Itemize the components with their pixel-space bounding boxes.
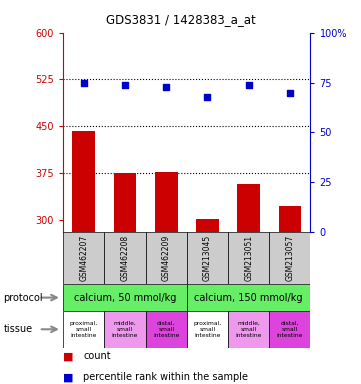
Text: GSM462208: GSM462208 (121, 235, 130, 281)
Point (205, 93, 210, 99)
Bar (104, 232, 145, 284)
Point (81, 79, 87, 86)
Point (122, 81, 128, 88)
Text: proximal,
small
intestine: proximal, small intestine (193, 321, 222, 338)
Bar (237, 184, 260, 232)
Text: GSM213051: GSM213051 (244, 235, 253, 281)
Bar (145, 311, 187, 348)
Bar (279, 206, 301, 232)
Bar (269, 232, 310, 284)
Point (287, 89, 293, 96)
Text: ■: ■ (63, 351, 74, 361)
Bar (63, 311, 104, 348)
Text: proximal,
small
intestine: proximal, small intestine (70, 321, 98, 338)
Text: distal,
small
intestine: distal, small intestine (153, 321, 179, 338)
Bar (155, 172, 178, 232)
Text: calcium, 150 mmol/kg: calcium, 150 mmol/kg (194, 293, 303, 303)
Bar (104, 311, 145, 348)
Point (246, 81, 252, 88)
Bar (269, 311, 310, 348)
Bar (196, 218, 219, 232)
Text: GDS3831 / 1428383_a_at: GDS3831 / 1428383_a_at (106, 13, 255, 26)
Bar (63, 284, 187, 311)
Text: tissue: tissue (4, 324, 33, 334)
Text: GSM213057: GSM213057 (285, 235, 294, 281)
Bar (114, 173, 136, 232)
Bar (228, 232, 269, 284)
Text: GSM213045: GSM213045 (203, 235, 212, 281)
Text: middle,
small
intestine: middle, small intestine (112, 321, 138, 338)
Text: ■: ■ (63, 372, 74, 382)
Text: middle,
small
intestine: middle, small intestine (235, 321, 262, 338)
Bar (228, 311, 269, 348)
Bar (187, 232, 228, 284)
Bar (187, 284, 310, 311)
Text: percentile rank within the sample: percentile rank within the sample (83, 372, 248, 382)
Text: GSM462207: GSM462207 (79, 235, 88, 281)
Text: count: count (83, 351, 111, 361)
Point (163, 83, 169, 89)
Text: calcium, 50 mmol/kg: calcium, 50 mmol/kg (74, 293, 176, 303)
Bar (145, 232, 187, 284)
Bar (187, 311, 228, 348)
Bar (63, 232, 104, 284)
Text: GSM462209: GSM462209 (162, 235, 171, 281)
Text: protocol: protocol (4, 293, 43, 303)
Bar (73, 131, 95, 232)
Text: distal,
small
intestine: distal, small intestine (277, 321, 303, 338)
